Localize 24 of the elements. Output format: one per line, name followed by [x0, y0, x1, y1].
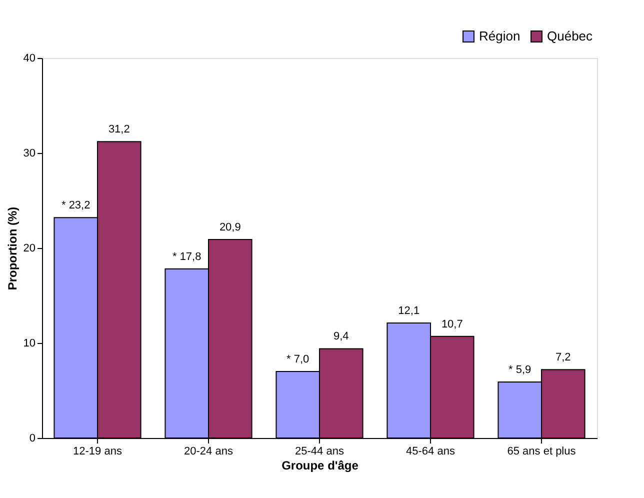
x-tick-label: 12-19 ans [73, 446, 122, 458]
x-tick-label: 25-44 ans [295, 446, 344, 458]
data-label: 31,2 [108, 124, 130, 136]
data-label: * 5,9 [508, 364, 532, 376]
legend-label: Québec [547, 28, 594, 44]
data-label: 9,4 [333, 330, 349, 343]
x-axis-title: Groupe d'âge [282, 458, 359, 472]
y-axis-title: Proportion (%) [5, 206, 20, 290]
data-label: * 23,2 [61, 200, 90, 212]
x-tick-label: 45-64 ans [406, 446, 456, 458]
y-tick-label: 30 [23, 148, 36, 160]
data-label: 7,2 [555, 352, 571, 364]
y-tick-label: 20 [23, 242, 36, 254]
x-tick-label: 20-24 ans [184, 446, 234, 458]
data-label: 12,1 [398, 305, 420, 318]
data-label: 10,7 [441, 318, 463, 330]
y-tick-label: 10 [23, 338, 36, 350]
y-tick-label: 0 [29, 432, 36, 444]
data-label: * 7,0 [286, 354, 310, 366]
data-label: * 17,8 [172, 250, 202, 263]
data-label: 20,9 [219, 221, 241, 234]
x-tick-label: 65 ans et plus [507, 446, 576, 458]
legend-label: Région [479, 28, 520, 44]
y-tick-label: 40 [23, 52, 36, 64]
